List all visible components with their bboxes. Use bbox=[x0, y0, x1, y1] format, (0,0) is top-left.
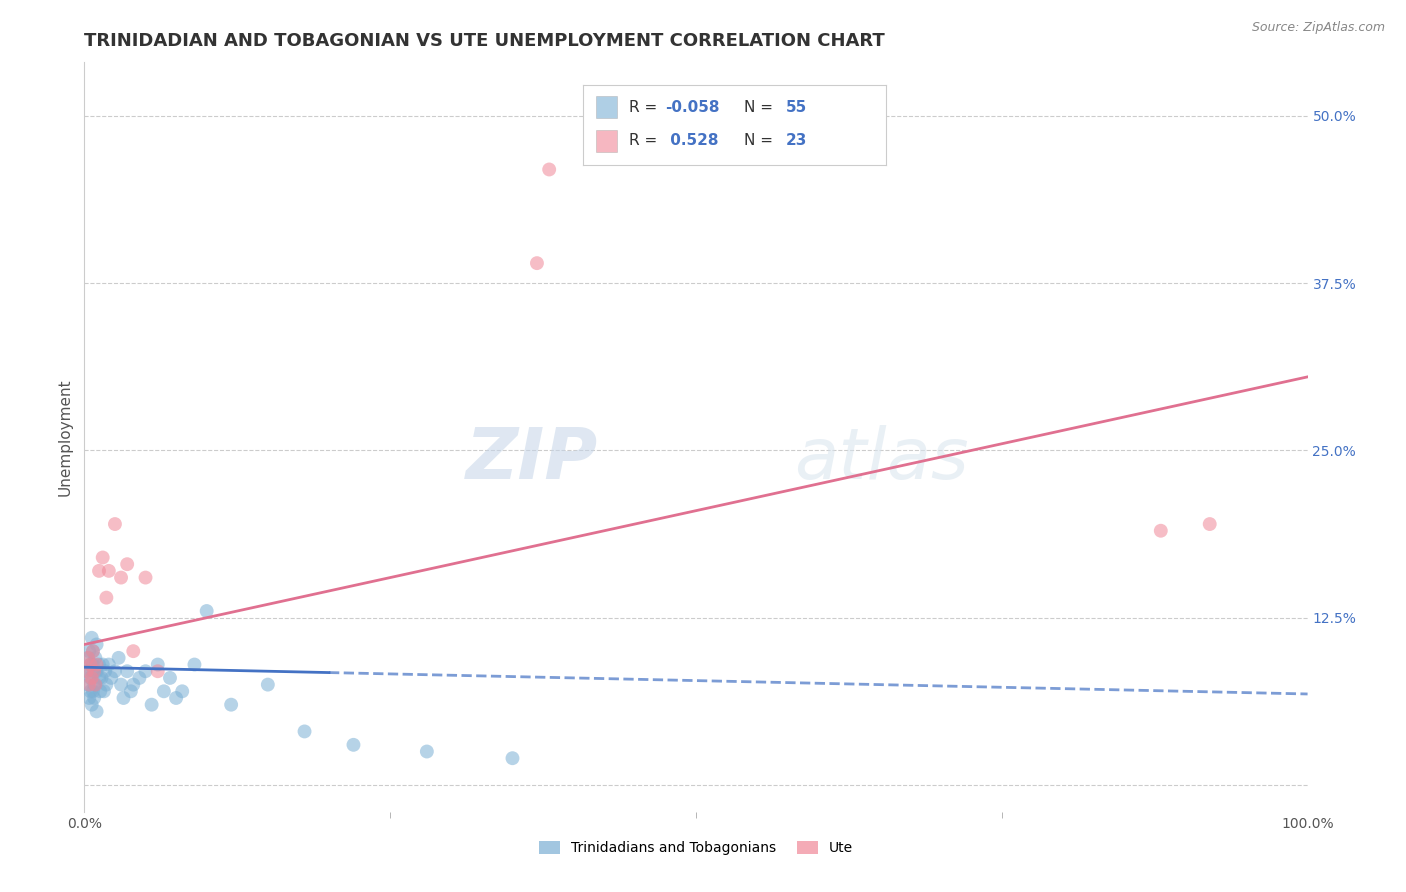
Point bbox=[83, 690, 105, 705]
Legend: Trinidadians and Tobagonians, Ute: Trinidadians and Tobagonians, Ute bbox=[533, 836, 859, 861]
Text: N =: N = bbox=[744, 100, 778, 115]
Point bbox=[1150, 524, 1173, 538]
Point bbox=[84, 651, 107, 665]
Point bbox=[82, 644, 104, 658]
Point bbox=[526, 256, 548, 270]
Point bbox=[153, 684, 176, 698]
Point bbox=[110, 678, 132, 692]
Point bbox=[96, 678, 118, 692]
Point bbox=[159, 671, 181, 685]
Text: TRINIDADIAN AND TOBAGONIAN VS UTE UNEMPLOYMENT CORRELATION CHART: TRINIDADIAN AND TOBAGONIAN VS UTE UNEMPL… bbox=[84, 32, 886, 50]
Point bbox=[89, 684, 111, 698]
Point bbox=[104, 517, 127, 532]
Point bbox=[87, 564, 110, 578]
Point bbox=[115, 557, 138, 572]
Point bbox=[80, 698, 103, 712]
Point bbox=[83, 678, 105, 692]
Point bbox=[87, 671, 110, 685]
Point bbox=[122, 678, 145, 692]
Point bbox=[128, 671, 150, 685]
Point bbox=[94, 664, 117, 679]
Point bbox=[165, 690, 187, 705]
Point bbox=[77, 678, 100, 692]
Point bbox=[502, 751, 524, 765]
Point bbox=[83, 664, 105, 679]
Point bbox=[76, 664, 98, 679]
Point bbox=[110, 571, 132, 585]
Point bbox=[80, 631, 103, 645]
Point bbox=[538, 162, 561, 177]
Point bbox=[86, 637, 108, 651]
Point bbox=[146, 664, 169, 679]
Point bbox=[120, 684, 142, 698]
Point bbox=[195, 604, 218, 618]
Point bbox=[84, 678, 107, 692]
Bar bbox=[596, 96, 617, 119]
Point bbox=[84, 678, 107, 692]
Point bbox=[82, 657, 104, 672]
Point bbox=[135, 664, 157, 679]
Point bbox=[90, 671, 112, 685]
Point bbox=[77, 690, 100, 705]
Point bbox=[1198, 517, 1220, 532]
Point bbox=[79, 657, 101, 672]
Point bbox=[79, 684, 101, 698]
Point bbox=[97, 657, 120, 672]
Point bbox=[87, 657, 110, 672]
Point bbox=[107, 651, 129, 665]
Point bbox=[294, 724, 316, 739]
Point bbox=[86, 705, 108, 719]
Point bbox=[77, 651, 100, 665]
Point bbox=[104, 664, 127, 679]
Point bbox=[183, 657, 205, 672]
Point bbox=[86, 664, 108, 679]
Point bbox=[146, 657, 169, 672]
Point bbox=[115, 664, 138, 679]
Text: R =: R = bbox=[628, 134, 662, 148]
Text: atlas: atlas bbox=[794, 425, 969, 494]
Point bbox=[79, 671, 101, 685]
Point bbox=[342, 738, 364, 752]
Point bbox=[80, 671, 103, 685]
Point bbox=[172, 684, 194, 698]
Point bbox=[82, 684, 104, 698]
Point bbox=[82, 644, 104, 658]
Point bbox=[83, 664, 105, 679]
Point bbox=[77, 651, 100, 665]
Point bbox=[141, 698, 163, 712]
Point bbox=[112, 690, 135, 705]
Point bbox=[96, 591, 118, 605]
Text: Source: ZipAtlas.com: Source: ZipAtlas.com bbox=[1251, 21, 1385, 34]
Text: R =: R = bbox=[628, 100, 662, 115]
Point bbox=[122, 644, 145, 658]
Point bbox=[91, 550, 114, 565]
Text: 23: 23 bbox=[786, 134, 807, 148]
Text: N =: N = bbox=[744, 134, 778, 148]
Y-axis label: Unemployment: Unemployment bbox=[58, 378, 73, 496]
Point bbox=[77, 678, 100, 692]
Point bbox=[219, 698, 242, 712]
Point bbox=[77, 644, 100, 658]
Point bbox=[80, 664, 103, 679]
Bar bbox=[596, 129, 617, 153]
Point bbox=[86, 657, 108, 672]
Point bbox=[97, 564, 120, 578]
Point bbox=[416, 744, 439, 758]
Text: 0.528: 0.528 bbox=[665, 134, 718, 148]
Point bbox=[79, 657, 101, 672]
Text: ZIP: ZIP bbox=[465, 425, 598, 494]
Point bbox=[93, 684, 115, 698]
Point bbox=[257, 678, 280, 692]
Point bbox=[91, 657, 114, 672]
Text: -0.058: -0.058 bbox=[665, 100, 720, 115]
Point bbox=[100, 671, 122, 685]
Point bbox=[76, 664, 98, 679]
Text: 55: 55 bbox=[786, 100, 807, 115]
Point bbox=[135, 571, 157, 585]
